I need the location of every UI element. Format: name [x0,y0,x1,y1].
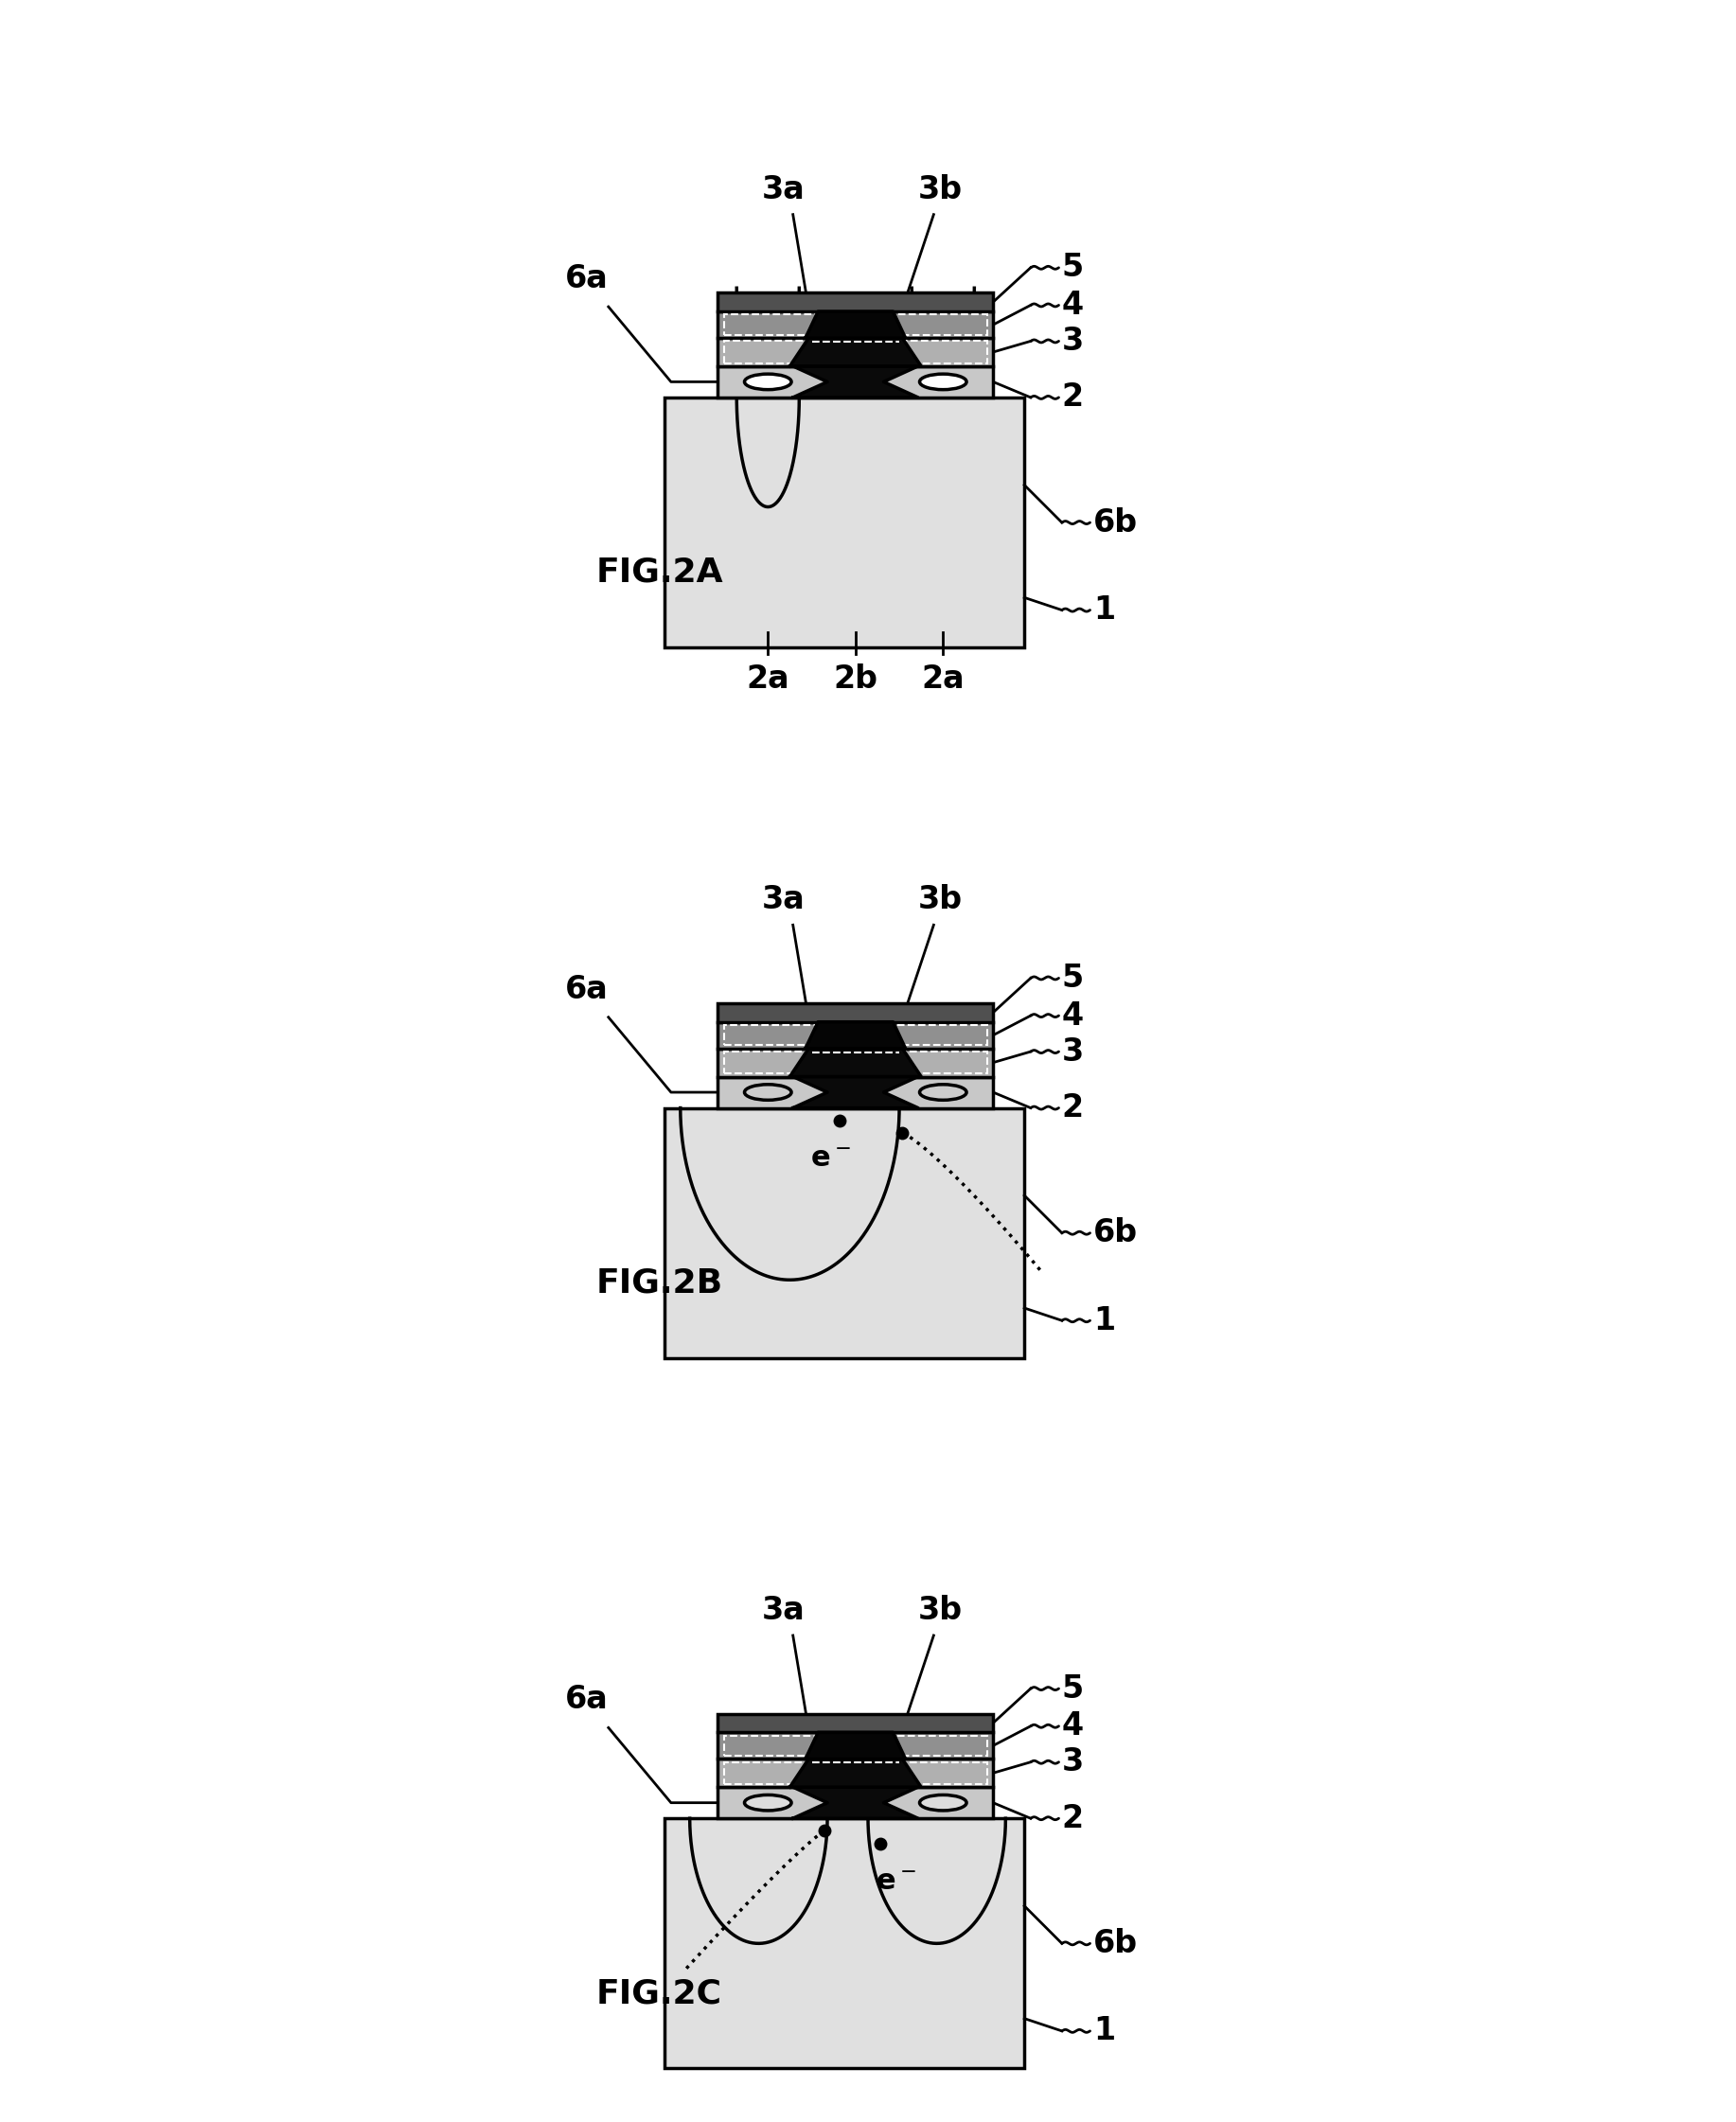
Text: FIG.2A: FIG.2A [595,556,724,588]
Text: 6b: 6b [1094,507,1137,539]
Bar [665,397,1024,647]
Text: 6a: 6a [564,1685,608,1715]
Bar [719,367,993,397]
Text: 2a: 2a [746,664,790,694]
Text: 1: 1 [1094,594,1115,626]
Text: e$^-$: e$^-$ [811,1146,851,1173]
Text: 2: 2 [1062,1093,1083,1123]
Polygon shape [793,1787,918,1819]
Text: 3: 3 [1062,1746,1083,1778]
Bar [724,1736,986,1755]
Text: e$^-$: e$^-$ [877,1869,917,1895]
Polygon shape [806,1023,906,1048]
Text: FIG.2C: FIG.2C [595,1978,722,2010]
Ellipse shape [745,373,792,390]
Polygon shape [806,1732,906,1759]
Bar [719,1048,993,1076]
Polygon shape [793,367,918,397]
Bar [719,337,993,367]
Bar [719,293,993,312]
Polygon shape [806,312,906,337]
Bar [724,1025,986,1046]
Text: 2: 2 [1062,1804,1083,1833]
Text: 5: 5 [1062,253,1083,284]
Polygon shape [790,1759,922,1787]
Ellipse shape [920,1795,967,1810]
Polygon shape [793,1076,918,1108]
Text: 5: 5 [1062,1672,1083,1704]
Text: 3a: 3a [762,174,806,206]
Bar [719,1023,993,1048]
Bar [724,314,986,335]
Ellipse shape [920,1084,967,1099]
Bar [665,1108,1024,1358]
Bar [719,1076,993,1108]
Ellipse shape [745,1084,792,1099]
Polygon shape [790,337,922,367]
Text: 6b: 6b [1094,1927,1137,1959]
Text: 2b: 2b [833,664,878,694]
Bar [724,1053,986,1074]
Ellipse shape [745,1795,792,1810]
Text: 3b: 3b [918,1596,962,1625]
Text: 6a: 6a [564,974,608,1004]
Bar [724,342,986,363]
Ellipse shape [920,373,967,390]
Bar [719,1715,993,1732]
Bar [719,1004,993,1023]
Text: 4: 4 [1062,289,1083,320]
Text: 6a: 6a [564,263,608,295]
Text: FIG.2B: FIG.2B [595,1267,722,1299]
Text: 2: 2 [1062,382,1083,414]
Text: 3a: 3a [762,1596,806,1625]
Bar [665,1819,1024,2069]
Text: 3b: 3b [918,174,962,206]
Text: 3b: 3b [918,885,962,915]
Text: 3: 3 [1062,325,1083,356]
Bar [719,312,993,337]
Text: 6b: 6b [1094,1218,1137,1248]
Text: 5: 5 [1062,963,1083,993]
Polygon shape [790,1048,922,1076]
Text: 1: 1 [1094,1305,1115,1337]
Text: 3a: 3a [762,885,806,915]
Bar [719,1759,993,1787]
Bar [719,1787,993,1819]
Text: 2a: 2a [922,664,965,694]
Text: 3: 3 [1062,1036,1083,1067]
Text: 1: 1 [1094,2016,1115,2046]
Bar [724,1761,986,1785]
Text: 4: 4 [1062,1710,1083,1742]
Text: 4: 4 [1062,999,1083,1031]
Bar [719,1732,993,1759]
